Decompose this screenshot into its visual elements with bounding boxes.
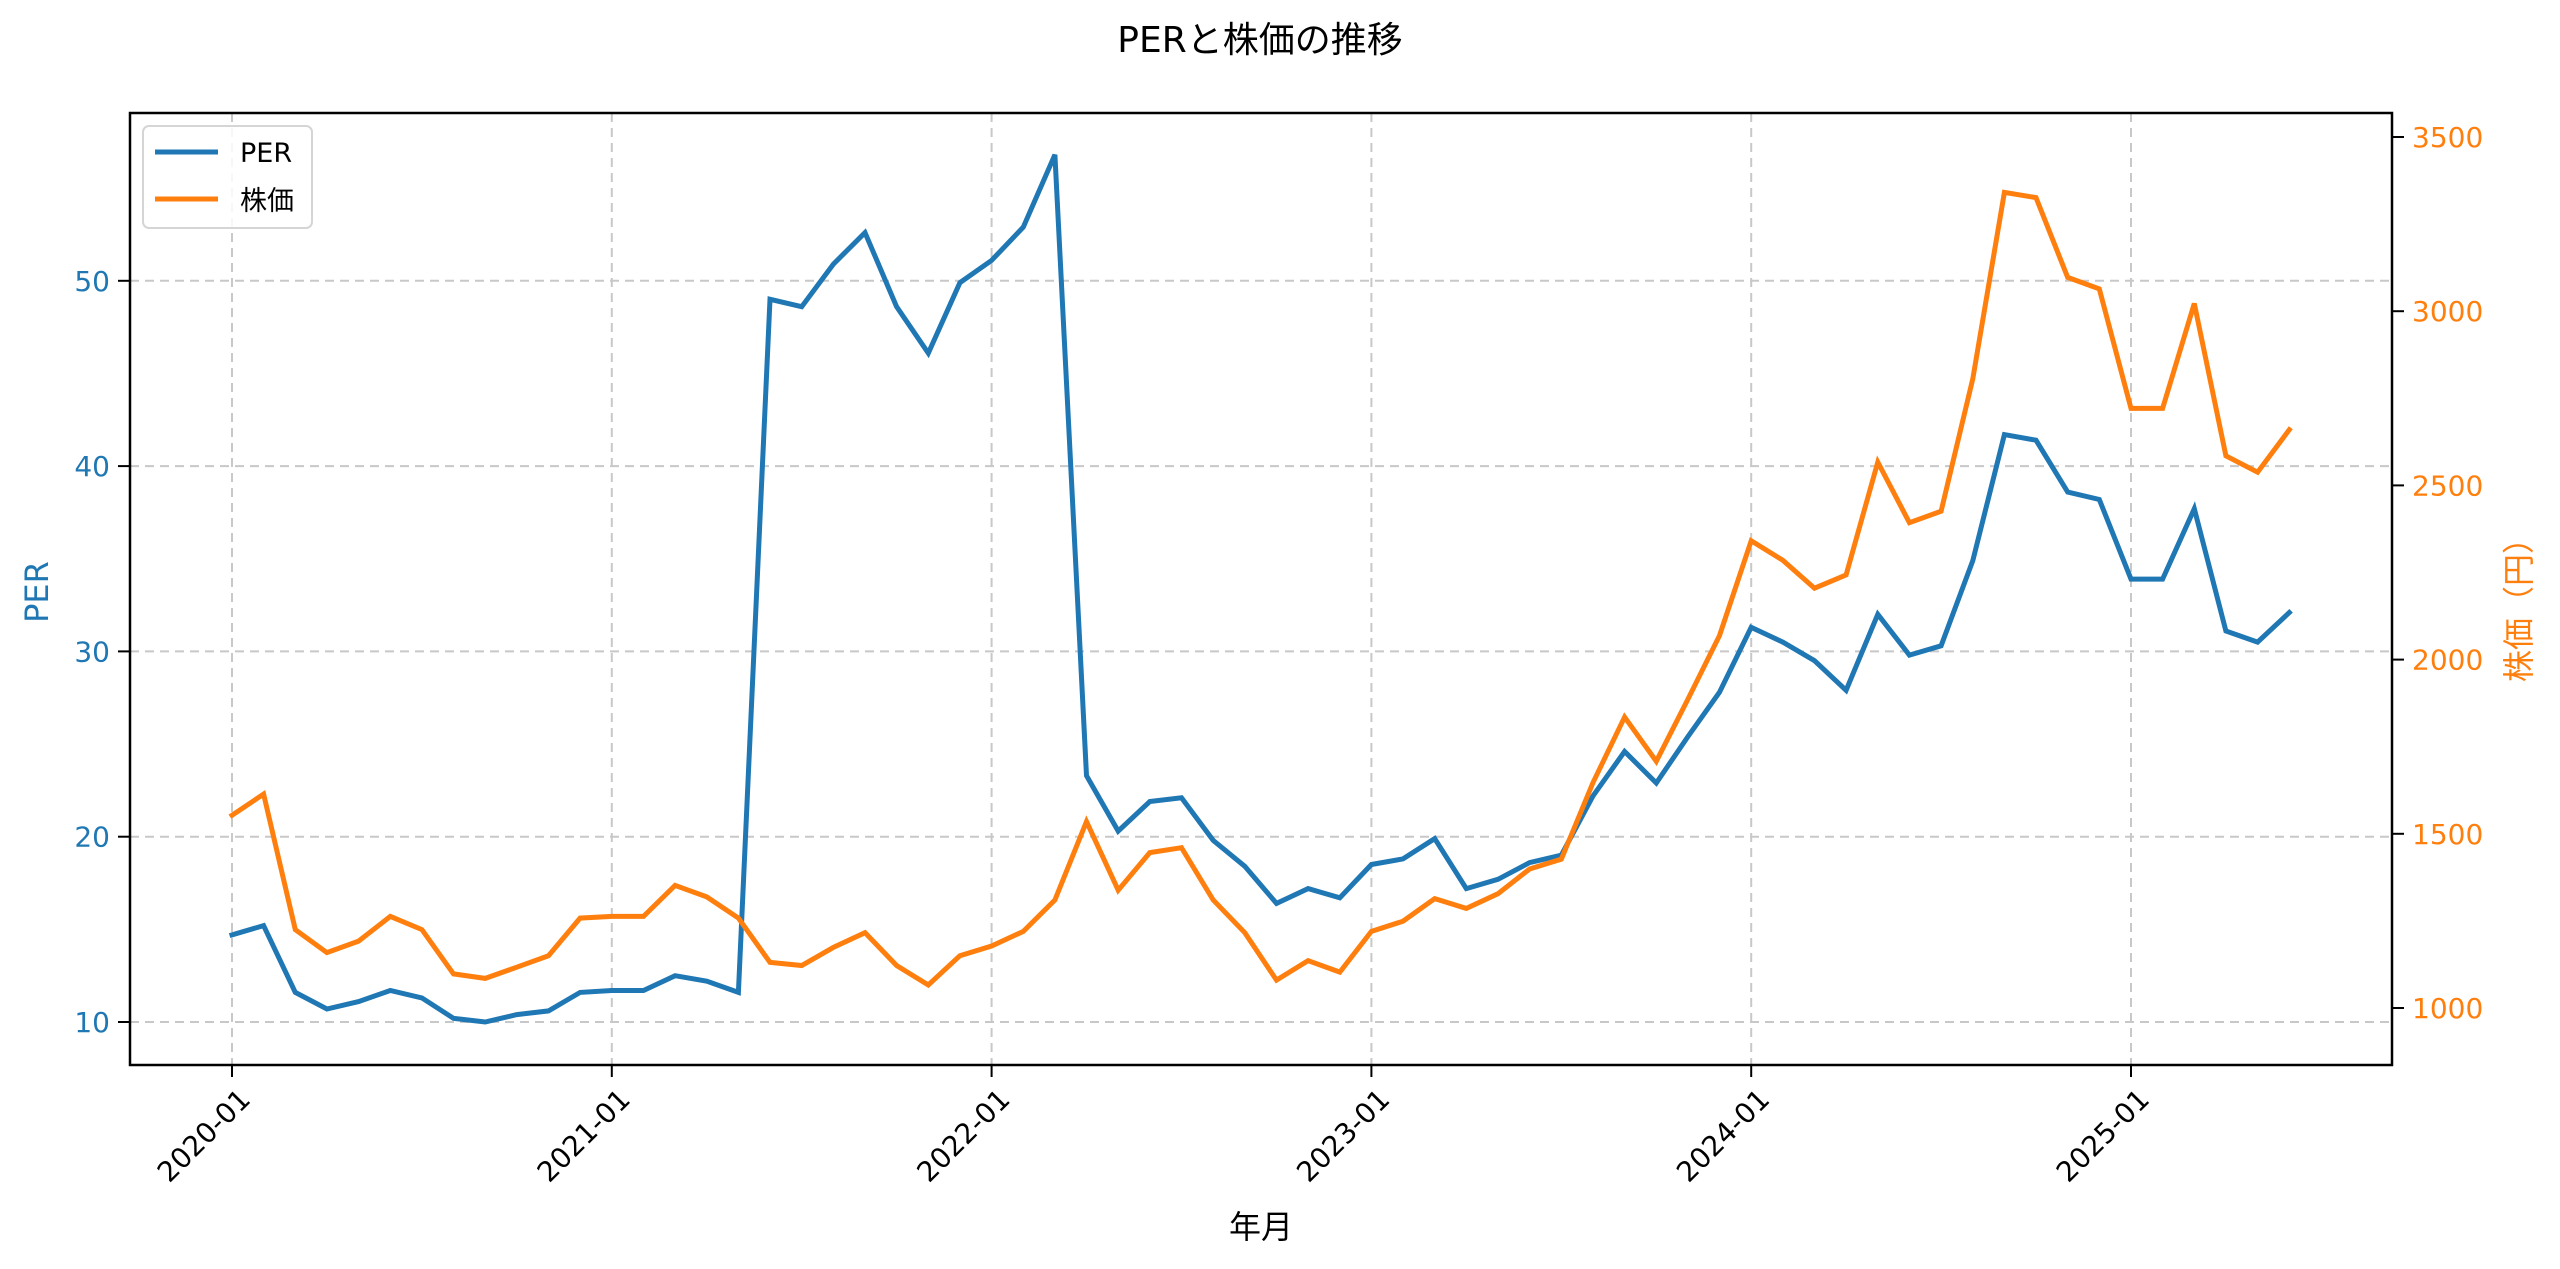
- series-line-per: [228, 153, 2293, 1025]
- y-axis-right-title: 株価（円）: [2500, 522, 2538, 682]
- x-tick-label: 2025-01: [2050, 1083, 2156, 1189]
- y-axis-left-title: PER: [18, 561, 56, 623]
- legend-label-per: PER: [240, 138, 292, 169]
- y-left-tick-label: 40: [74, 450, 110, 483]
- y-right-tick-label: 2000: [2412, 644, 2483, 677]
- grid-lines: [130, 113, 2392, 1065]
- y-left-tick-label: 50: [74, 265, 110, 298]
- legend-label-price: 株価: [240, 186, 294, 217]
- x-tick-label: 2023-01: [1290, 1083, 1396, 1189]
- x-tick-label: 2021-01: [531, 1083, 637, 1189]
- series-line-price: [228, 189, 2293, 989]
- x-tick-label: 2022-01: [910, 1083, 1016, 1189]
- y-left-tick-label: 30: [74, 635, 110, 668]
- y-right-tick-label: 2500: [2412, 469, 2483, 502]
- x-tick-label: 2024-01: [1670, 1083, 1776, 1189]
- x-axis-ticks: 2020-01 2021-01 2022-01 2023-01 2024-01 2025-…: [151, 1065, 2156, 1189]
- x-tick-label: 2020-01: [151, 1083, 257, 1189]
- legend: PER 株価: [142, 125, 313, 229]
- chart-title: PERと株価の推移: [1117, 20, 1402, 61]
- y-left-tick-label: 10: [74, 1006, 110, 1039]
- series-lines: [228, 153, 2293, 1025]
- x-axis-title: 年月: [1229, 1208, 1293, 1246]
- y-right-tick-label: 1500: [2412, 818, 2483, 851]
- y-left-tick-label: 20: [74, 821, 110, 854]
- y-right-tick-label: 3000: [2412, 295, 2483, 328]
- y-right-tick-label: 3500: [2412, 121, 2483, 154]
- y-axis-left-ticks: 10 20 30 40 50: [74, 265, 130, 1039]
- plot-frame: [128, 111, 2394, 1067]
- y-axis-right-ticks: 1000 1500 2000 2500 3000 3500: [2392, 121, 2483, 1025]
- y-right-tick-label: 1000: [2412, 992, 2483, 1025]
